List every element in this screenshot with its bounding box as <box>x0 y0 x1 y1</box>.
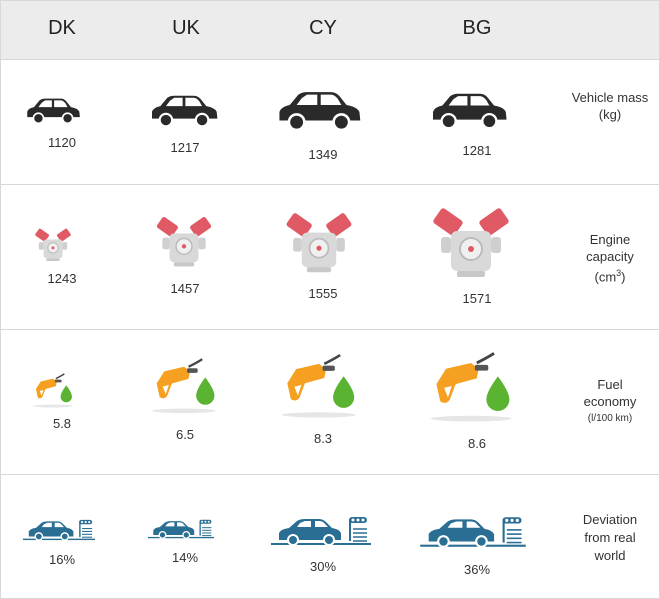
car-icon <box>259 91 379 131</box>
value-deviation-cy: 30% <box>309 559 337 574</box>
label-vehicle-mass: Vehicle mass (kg) <box>571 89 649 123</box>
country-uk: UK <box>172 17 200 39</box>
engine-icon <box>0 228 113 262</box>
value-mass-cy: 1349 <box>308 147 338 162</box>
row-deviation: 16% 14% 30% 36% Deviation from real worl… <box>1 475 659 598</box>
fuel-nozzle-icon <box>0 372 113 408</box>
country-bg: BG <box>462 17 492 39</box>
value-mass-dk: 1120 <box>48 135 76 150</box>
value-engine-cy: 1555 <box>308 286 338 301</box>
value-engine-uk: 1457 <box>170 281 200 296</box>
fuel-nozzle-icon <box>259 350 379 420</box>
value-fuel-bg: 8.6 <box>467 436 487 451</box>
unit-base: (cm <box>594 269 617 285</box>
value-deviation-uk: 14% <box>171 550 199 565</box>
value-fuel-uk: 6.5 <box>175 427 195 442</box>
row-fuel-economy: 5.8 6.5 8.3 8.6 Fuel economy (l/100 km) <box>1 330 659 475</box>
label-engine-capacity: Engine capacity (cm3) <box>571 231 649 285</box>
row-engine-capacity: 1243 1457 1555 1571 Engine capacity (cm3… <box>1 185 659 330</box>
label-deviation: Deviation from real world <box>582 512 638 563</box>
label-vehicle-mass-text: Vehicle mass <box>571 90 649 105</box>
value-deviation-bg: 36% <box>463 562 491 577</box>
car-test-icon <box>413 513 533 551</box>
unit-superscript: 3 <box>616 268 622 278</box>
value-mass-uk: 1217 <box>170 140 200 155</box>
table-header: DK UK CY BG <box>1 1 659 60</box>
value-fuel-cy: 8.3 <box>313 431 333 446</box>
country-dk: DK <box>48 17 76 39</box>
value-deviation-dk: 16% <box>48 552 76 567</box>
engine-icon <box>259 212 379 274</box>
label-fuel-economy: Fuel economy (l/100 km) <box>571 376 649 427</box>
label-fuel-economy-unit: (l/100 km) <box>587 413 633 424</box>
car-test-icon <box>0 517 119 543</box>
car-icon <box>409 93 529 129</box>
label-vehicle-mass-unit: (kg) <box>598 107 622 122</box>
fuel-nozzle-icon <box>124 354 244 416</box>
value-fuel-dk: 5.8 <box>52 416 72 431</box>
row-vehicle-mass: 1120 1217 1349 1281 Vehicle mass (kg) <box>1 60 659 185</box>
value-engine-bg: 1571 <box>462 291 492 306</box>
engine-icon <box>124 216 244 268</box>
fuel-nozzle-icon <box>411 348 531 424</box>
value-mass-bg: 1281 <box>462 143 492 158</box>
label-fuel-economy-text: Fuel economy <box>583 377 637 409</box>
car-test-icon <box>121 517 241 541</box>
country-cy: CY <box>309 17 337 39</box>
label-engine-capacity-text: Engine capacity <box>586 232 634 264</box>
unit-end: ) <box>621 269 626 285</box>
car-icon <box>124 95 244 127</box>
value-engine-dk: 1243 <box>47 271 77 286</box>
engine-icon <box>411 207 531 279</box>
car-test-icon <box>261 513 381 549</box>
label-engine-capacity-unit: (cm3) <box>571 265 649 285</box>
car-icon <box>0 98 113 124</box>
